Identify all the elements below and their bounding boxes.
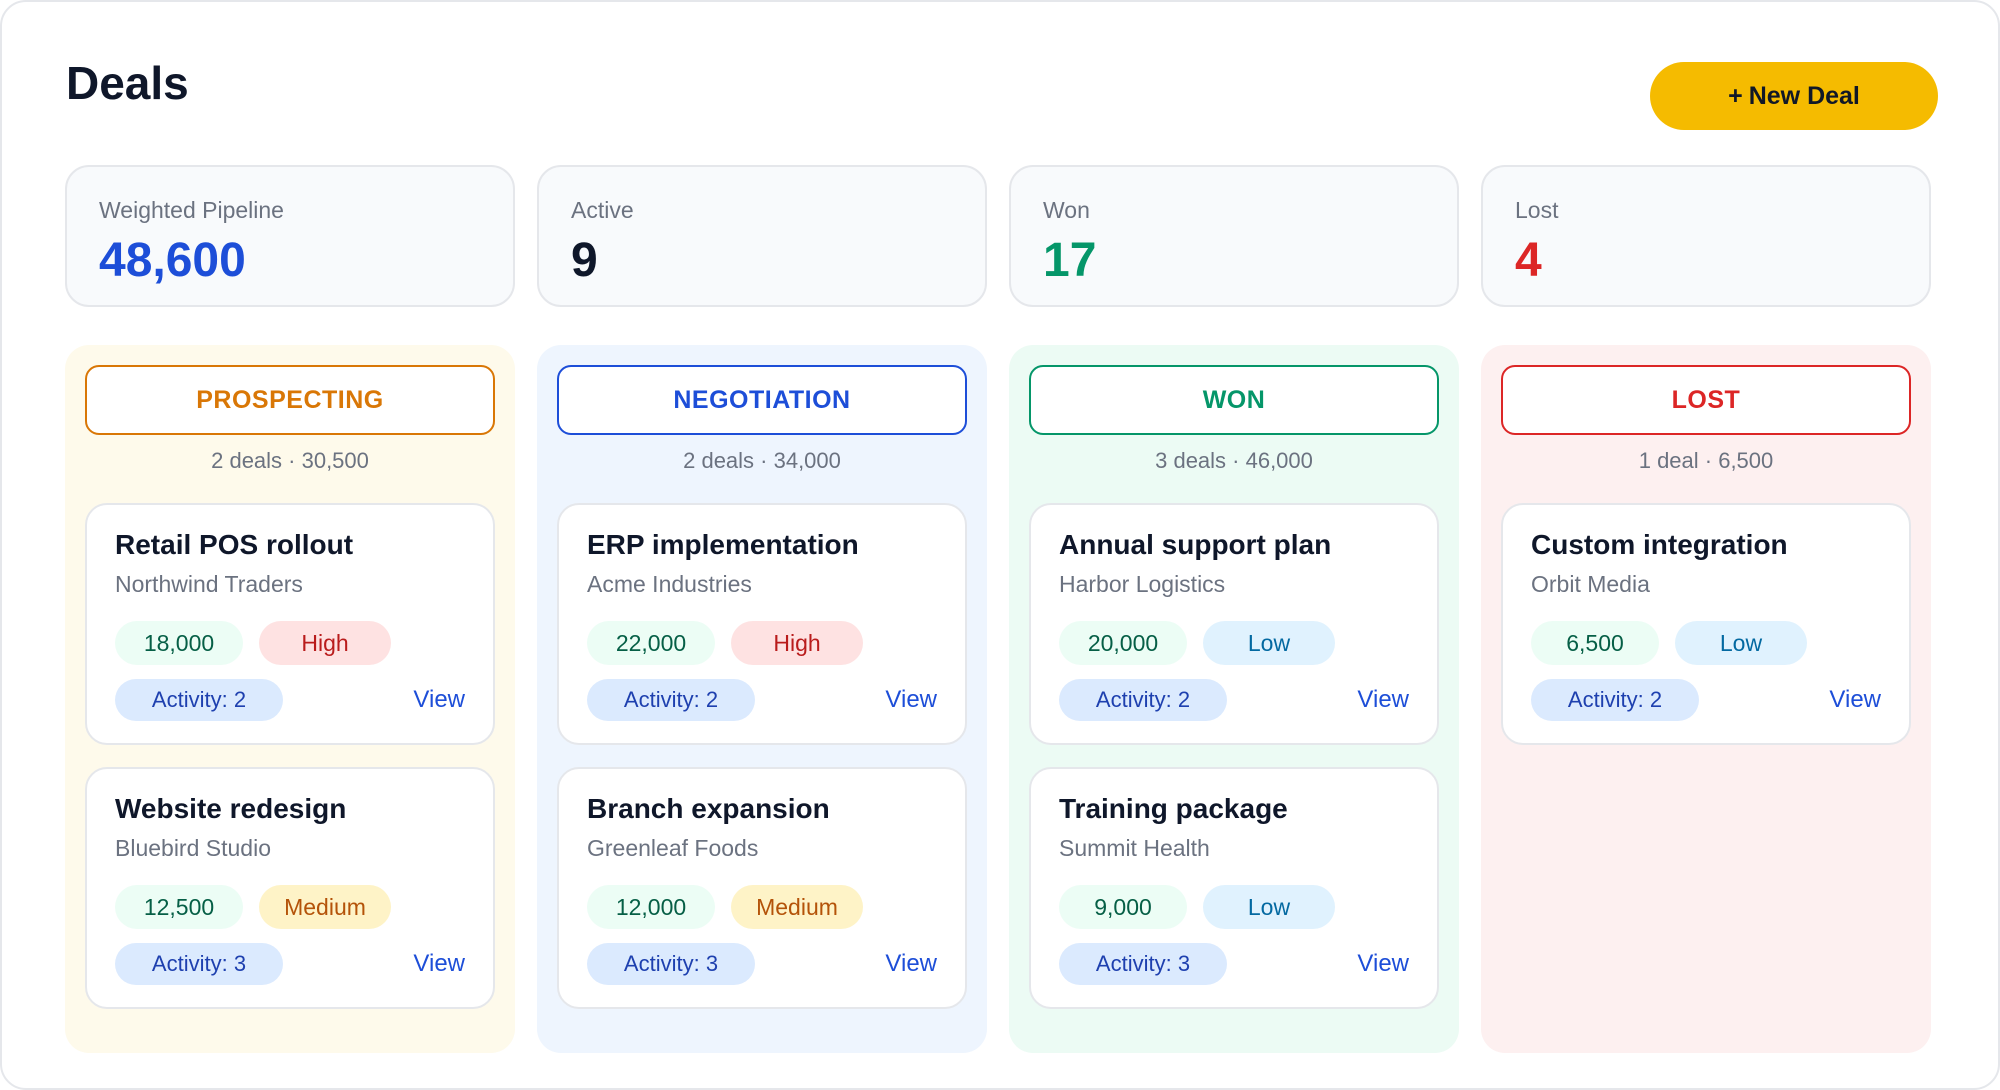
stat-label: Weighted Pipeline xyxy=(99,197,284,223)
deal-title: Annual support plan xyxy=(1059,529,1332,560)
deal-company: Northwind Traders xyxy=(115,571,303,597)
new-deal-label: New Deal xyxy=(1748,81,1860,110)
stat-value: 4 xyxy=(1515,234,1542,287)
deal-title: Training package xyxy=(1059,793,1288,824)
view-link[interactable]: View xyxy=(413,686,465,713)
stat-card-active: Active 9 xyxy=(537,165,987,307)
deal-card[interactable]: Branch expansion Greenleaf Foods 12,000 … xyxy=(557,767,967,1009)
plus-icon: + xyxy=(1728,81,1743,110)
deal-title: Branch expansion xyxy=(587,793,830,824)
view-link[interactable]: View xyxy=(1357,950,1409,977)
page-title: Deals xyxy=(66,57,189,109)
column-summary: 2 deals · 34,000 xyxy=(683,448,841,473)
stat-card-lost: Lost 4 xyxy=(1481,165,1931,307)
deal-amount-badge: 18,000 xyxy=(115,621,243,665)
deal-card[interactable]: ERP implementation Acme Industries 22,00… xyxy=(557,503,967,745)
column-header-won[interactable]: WON xyxy=(1029,365,1439,435)
deal-amount-badge: 9,000 xyxy=(1059,885,1187,929)
activity-badge: Activity: 3 xyxy=(587,943,755,985)
new-deal-button[interactable]: + New Deal xyxy=(1650,62,1938,130)
column-summary: 2 deals · 30,500 xyxy=(211,448,369,473)
priority-badge: Low xyxy=(1203,885,1335,929)
column-negotiation: NEGOTIATION 2 deals · 34,000 ERP impleme… xyxy=(537,345,987,1053)
deal-company: Acme Industries xyxy=(587,571,752,597)
stat-label: Active xyxy=(571,197,634,223)
column-summary: 3 deals · 46,000 xyxy=(1155,448,1313,473)
stat-value: 48,600 xyxy=(99,234,246,287)
deal-company: Orbit Media xyxy=(1531,571,1650,597)
deal-title: Custom integration xyxy=(1531,529,1788,560)
kanban-board: PROSPECTING 2 deals · 30,500 Retail POS … xyxy=(65,345,1932,1053)
deal-company: Summit Health xyxy=(1059,835,1210,861)
activity-badge: Activity: 2 xyxy=(1531,679,1699,721)
deal-amount-badge: 12,000 xyxy=(587,885,715,929)
column-lost: LOST 1 deal · 6,500 Custom integration O… xyxy=(1481,345,1931,1053)
priority-badge: High xyxy=(731,621,863,665)
activity-badge: Activity: 2 xyxy=(587,679,755,721)
activity-badge: Activity: 3 xyxy=(1059,943,1227,985)
activity-badge: Activity: 2 xyxy=(115,679,283,721)
deal-card[interactable]: Annual support plan Harbor Logistics 20,… xyxy=(1029,503,1439,745)
deal-company: Greenleaf Foods xyxy=(587,835,759,861)
column-header-lost[interactable]: LOST xyxy=(1501,365,1911,435)
deal-card[interactable]: Retail POS rollout Northwind Traders 18,… xyxy=(85,503,495,745)
column-header-negotiation[interactable]: NEGOTIATION xyxy=(557,365,967,435)
activity-badge: Activity: 2 xyxy=(1059,679,1227,721)
view-link[interactable]: View xyxy=(1829,686,1881,713)
priority-badge: Medium xyxy=(259,885,391,929)
deal-title: Website redesign xyxy=(115,793,347,824)
deal-amount-badge: 12,500 xyxy=(115,885,243,929)
view-link[interactable]: View xyxy=(885,686,937,713)
deal-company: Bluebird Studio xyxy=(115,835,271,861)
column-summary: 1 deal · 6,500 xyxy=(1638,448,1774,473)
deal-title: Retail POS rollout xyxy=(115,529,354,560)
view-link[interactable]: View xyxy=(885,950,937,977)
deal-card[interactable]: Website redesign Bluebird Studio 12,500 … xyxy=(85,767,495,1009)
deal-card[interactable]: Custom integration Orbit Media 6,500 Low… xyxy=(1501,503,1911,745)
stats-row: Weighted Pipeline 48,600 Active 9 Won 17… xyxy=(65,165,1932,307)
stat-value: 9 xyxy=(571,234,598,287)
activity-badge: Activity: 3 xyxy=(115,943,283,985)
view-link[interactable]: View xyxy=(1357,686,1409,713)
column-header-prospecting[interactable]: PROSPECTING xyxy=(85,365,495,435)
column-prospecting: PROSPECTING 2 deals · 30,500 Retail POS … xyxy=(65,345,515,1053)
priority-badge: Low xyxy=(1203,621,1335,665)
deal-title: ERP implementation xyxy=(587,529,859,560)
priority-badge: High xyxy=(259,621,391,665)
deal-amount-badge: 20,000 xyxy=(1059,621,1187,665)
deal-amount-badge: 22,000 xyxy=(587,621,715,665)
stat-value: 17 xyxy=(1043,234,1097,287)
priority-badge: Medium xyxy=(731,885,863,929)
view-link[interactable]: View xyxy=(413,950,465,977)
deal-amount-badge: 6,500 xyxy=(1531,621,1659,665)
stat-card-won: Won 17 xyxy=(1009,165,1459,307)
deal-company: Harbor Logistics xyxy=(1059,571,1226,597)
column-won: WON 3 deals · 46,000 Annual support plan… xyxy=(1009,345,1459,1053)
stat-card-weighted-pipeline: Weighted Pipeline 48,600 xyxy=(65,165,515,307)
priority-badge: Low xyxy=(1675,621,1807,665)
deal-card[interactable]: Training package Summit Health 9,000 Low… xyxy=(1029,767,1439,1009)
stat-label: Lost xyxy=(1515,197,1559,223)
stat-label: Won xyxy=(1043,197,1090,223)
